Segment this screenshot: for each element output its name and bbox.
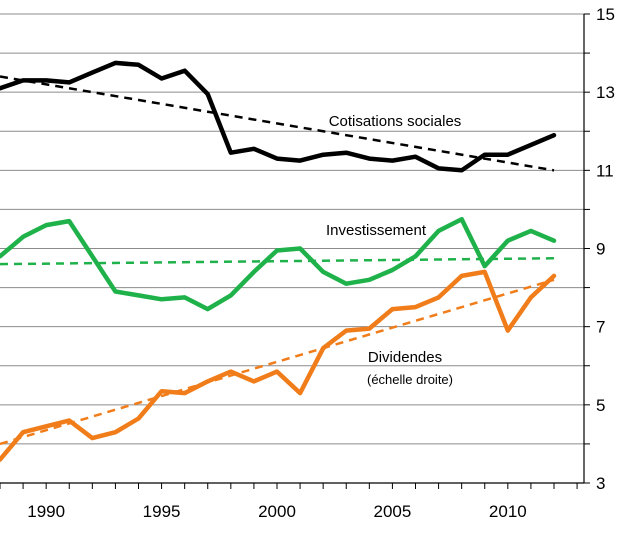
y-tick-label: 9: [596, 240, 605, 259]
trend-line-investissement: [0, 257, 555, 266]
series-lines: [0, 60, 557, 462]
trend-line-cotisations: [0, 75, 555, 172]
series-line-cotisations: [0, 60, 557, 173]
y-tick-label: 7: [596, 318, 605, 337]
gridlines: [0, 13, 584, 445]
y-tick-label: 11: [596, 161, 614, 180]
annotation-cotisations: Cotisations sociales: [329, 113, 462, 130]
y-tick-label: 5: [596, 396, 605, 415]
x-tick-label: 2005: [373, 502, 411, 521]
y-tick-label: 15: [596, 5, 615, 24]
annotations: Cotisations sociales Investissement Divi…: [326, 113, 461, 387]
series-line-investissement: [0, 216, 557, 312]
series-line-dividendes: [0, 269, 557, 462]
x-tick-label: 2000: [258, 502, 296, 521]
trend-lines: [0, 75, 555, 446]
axes: 3 5 7 9 11 13 15 1990 1995 2000 2005 2010: [0, 5, 615, 521]
x-tick-label: 2010: [489, 502, 527, 521]
annotation-dividendes: Dividendes: [368, 349, 442, 366]
y-tick-label: 3: [596, 474, 605, 493]
y-tick-label: 13: [596, 83, 615, 102]
x-tick-label: 1995: [143, 502, 181, 521]
trend-line-dividendes: [0, 278, 555, 446]
annotation-dividendes-note: (échelle droite): [367, 372, 453, 387]
annotation-investissement: Investissement: [326, 222, 427, 239]
x-tick-label: 1990: [27, 502, 65, 521]
